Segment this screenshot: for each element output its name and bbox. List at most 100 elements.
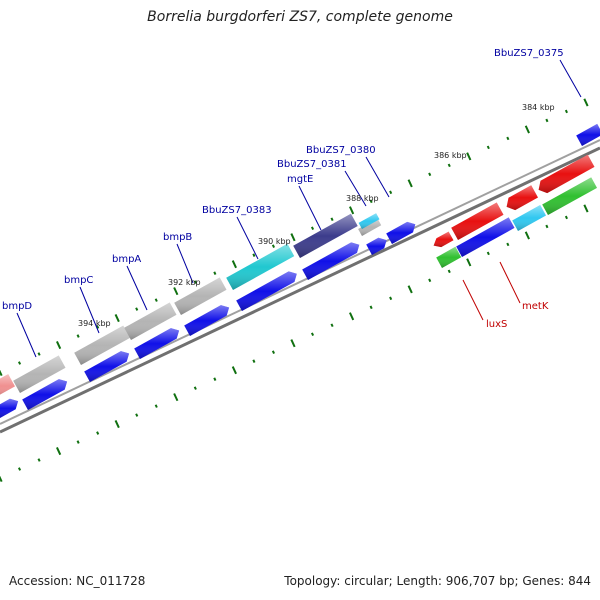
- feature-bmpB: [174, 277, 227, 315]
- feature-bmpD: [13, 355, 66, 393]
- scale-tick: [369, 305, 373, 310]
- scale-label: 394 kbp: [78, 319, 111, 328]
- feature-red-c-shade: [506, 185, 538, 211]
- scale-tick: [135, 307, 139, 311]
- scale-tick: [56, 446, 62, 456]
- gene-label: bmpD: [2, 301, 32, 312]
- feature-blue-9-shade: [386, 221, 416, 244]
- scale-label: 392 kbp: [168, 278, 201, 287]
- scale-tick: [407, 285, 413, 294]
- gene-label: bmpB: [163, 232, 192, 243]
- feature-luxS: [436, 246, 462, 268]
- feature-blue-8: [366, 237, 387, 255]
- feature-BbuZS7_0381: [358, 218, 382, 236]
- scale-tick: [135, 413, 139, 417]
- feature-blue-10: [456, 217, 515, 257]
- gene-label: BbuZS7_0381: [277, 159, 347, 170]
- scale-tick: [524, 231, 530, 240]
- feature-red-b: [451, 202, 504, 240]
- scale-tick: [37, 352, 41, 356]
- gene-leader-line: [298, 185, 322, 231]
- accession-text: Accession: NC_011728: [9, 574, 146, 588]
- feature-blue-5-shade: [184, 305, 230, 336]
- scale-tick: [154, 404, 158, 408]
- feature-bmpC: [74, 325, 130, 365]
- scale-tick: [330, 323, 334, 328]
- scale-tick: [389, 190, 393, 195]
- feature-luxS-shade: [436, 246, 462, 268]
- scale-tick: [0, 369, 3, 377]
- feature-blue-9: [386, 221, 416, 244]
- scale-tick: [564, 215, 568, 220]
- scale-tick: [173, 393, 179, 402]
- gene-leader-line: [462, 279, 484, 321]
- scale-tick: [545, 118, 549, 123]
- gene-leader-line: [365, 156, 390, 198]
- feature-blue-1-shade: [0, 398, 19, 418]
- feature-blue-2: [22, 379, 68, 410]
- feature-blue-3: [84, 351, 130, 382]
- scale-tick: [231, 366, 237, 375]
- feature-red-c: [506, 185, 538, 211]
- gene-leader-line: [79, 286, 100, 334]
- feature-bmpA-shade: [124, 302, 177, 340]
- feature-BbuZS7_0380: [358, 213, 380, 229]
- gene-leader-line: [559, 59, 582, 98]
- gene-label: luxS: [486, 319, 507, 330]
- scale-tick: [310, 226, 315, 231]
- feature-red-d-shade: [538, 154, 595, 194]
- feature-BbuZS7_0381-shade: [358, 218, 382, 236]
- scale-tick: [213, 377, 217, 381]
- scale-tick: [428, 278, 432, 283]
- scale-tick: [17, 467, 22, 471]
- gene-label: BbuZS7_0383: [202, 205, 272, 216]
- feature-blue-2-shade: [22, 379, 68, 410]
- scale-tick: [17, 361, 22, 365]
- scale-tick: [466, 152, 472, 161]
- feature-red-a: [433, 231, 454, 248]
- feature-blue-8-shade: [366, 237, 387, 255]
- scale-tick: [389, 296, 393, 301]
- scale-tick: [193, 386, 197, 390]
- scale-tick: [310, 332, 315, 337]
- gene-leader-line: [16, 312, 37, 358]
- feature-blue-6: [236, 271, 297, 311]
- scale-tick: [506, 136, 510, 141]
- scale-tick: [583, 204, 589, 213]
- genome-info-text: Topology: circular; Length: 906,707 bp; …: [284, 574, 591, 588]
- scale-tick: [564, 109, 568, 114]
- scale-label: 388 kbp: [346, 194, 379, 203]
- scale-tick: [37, 458, 41, 462]
- backbone-line: [0, 139, 600, 425]
- gene-label: BbuZS7_0375: [494, 48, 564, 59]
- feature-mgtE: [293, 213, 358, 258]
- scale-tick: [271, 244, 275, 248]
- scale-tick: [290, 233, 296, 242]
- feature-blue-5: [184, 305, 230, 336]
- scale-tick: [349, 312, 355, 321]
- scale-tick: [486, 251, 490, 256]
- scale-tick: [290, 339, 296, 348]
- scale-tick: [524, 125, 530, 134]
- scale-label: 384 kbp: [522, 103, 555, 112]
- scale-tick: [173, 287, 179, 296]
- feature-red-b-shade: [451, 202, 504, 240]
- scale-label: 386 kbp: [434, 151, 467, 160]
- scale-tick: [213, 271, 217, 275]
- feature-BbuZS7_0380-shade: [358, 213, 380, 229]
- feature-mgtE-shade: [293, 213, 358, 258]
- scale-tick: [252, 253, 256, 257]
- feature-bmpB-shade: [174, 277, 227, 315]
- scale-tick: [154, 298, 158, 302]
- scale-tick: [447, 269, 451, 274]
- scale-tick: [96, 325, 100, 329]
- gene-leader-line: [499, 261, 521, 304]
- scale-tick: [114, 314, 120, 323]
- feature-blue-10-shade: [456, 217, 515, 257]
- feature-blue-6-shade: [236, 271, 297, 311]
- feature-lightred-shade: [0, 374, 15, 395]
- feature-bmpC-shade: [74, 325, 130, 365]
- gene-label: bmpC: [64, 275, 93, 286]
- scale-tick: [330, 217, 334, 222]
